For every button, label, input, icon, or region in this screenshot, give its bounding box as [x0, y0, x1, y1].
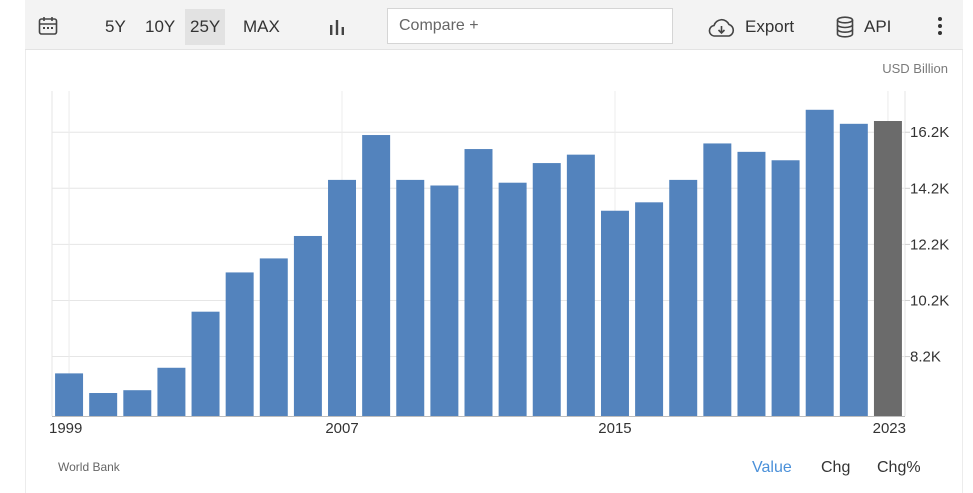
export-button[interactable]: Export	[745, 17, 795, 36]
y-tick-label-12.2K: 12.2K	[910, 236, 949, 253]
bar-2004	[225, 272, 254, 416]
chart-frame	[25, 50, 963, 493]
bar-2002	[157, 367, 186, 416]
y-tick-label-10.2K: 10.2K	[910, 292, 949, 309]
cloud-download-icon[interactable]	[706, 18, 736, 38]
x-tick-label-2023: 2023	[873, 420, 906, 437]
bar-2010	[430, 185, 459, 416]
database-icon[interactable]	[835, 16, 855, 38]
bar-2000	[89, 393, 118, 416]
bar-2003	[191, 311, 220, 416]
bar-2012	[498, 182, 527, 416]
kebab-menu-icon[interactable]	[937, 17, 943, 37]
bar-2021	[805, 109, 834, 416]
bar-chart-icon[interactable]	[328, 18, 346, 36]
bar-2008	[362, 135, 391, 416]
range-5y-button[interactable]: 5Y	[105, 17, 126, 36]
chart-toolbar: 5Y 10Y 25Y MAX Export API	[25, 0, 963, 50]
x-tick-label-2007: 2007	[325, 420, 358, 437]
bar-2018	[703, 143, 732, 416]
x-tick-label-2015: 2015	[598, 420, 631, 437]
y-tick-label-8.2K: 8.2K	[910, 349, 941, 366]
chg-percent-mode-button[interactable]: Chg%	[877, 459, 921, 476]
range-25y-button[interactable]: 25Y	[185, 9, 226, 45]
compare-input[interactable]	[387, 8, 673, 44]
bar-2019	[737, 151, 766, 416]
y-tick-label-14.2K: 14.2K	[910, 180, 949, 197]
bar-2015	[600, 210, 629, 416]
bar-2014	[566, 154, 595, 416]
bar-2022	[839, 123, 868, 416]
bar-2001	[123, 390, 152, 416]
bar-2006	[293, 235, 322, 416]
range-max-button[interactable]: MAX	[243, 17, 280, 36]
bar-2007	[328, 179, 357, 416]
bar-2005	[259, 258, 288, 416]
bar-1999	[55, 373, 84, 416]
bar-2011	[464, 149, 493, 417]
bar-2016	[635, 202, 664, 416]
bar-2009	[396, 179, 425, 416]
x-tick-label-1999: 1999	[49, 420, 82, 437]
source-label: World Bank	[58, 460, 120, 474]
range-10y-button[interactable]: 10Y	[145, 17, 176, 36]
bar-2023	[873, 121, 902, 416]
api-button[interactable]: API	[864, 17, 892, 36]
calendar-icon[interactable]	[38, 16, 58, 36]
bar-2017	[669, 179, 698, 416]
bar-2013	[532, 163, 561, 416]
unit-label: USD Billion	[882, 61, 948, 76]
chg-mode-button[interactable]: Chg	[821, 459, 851, 476]
value-mode-button[interactable]: Value	[752, 459, 792, 476]
bar-2020	[771, 160, 800, 416]
y-tick-label-16.2K: 16.2K	[910, 124, 949, 141]
